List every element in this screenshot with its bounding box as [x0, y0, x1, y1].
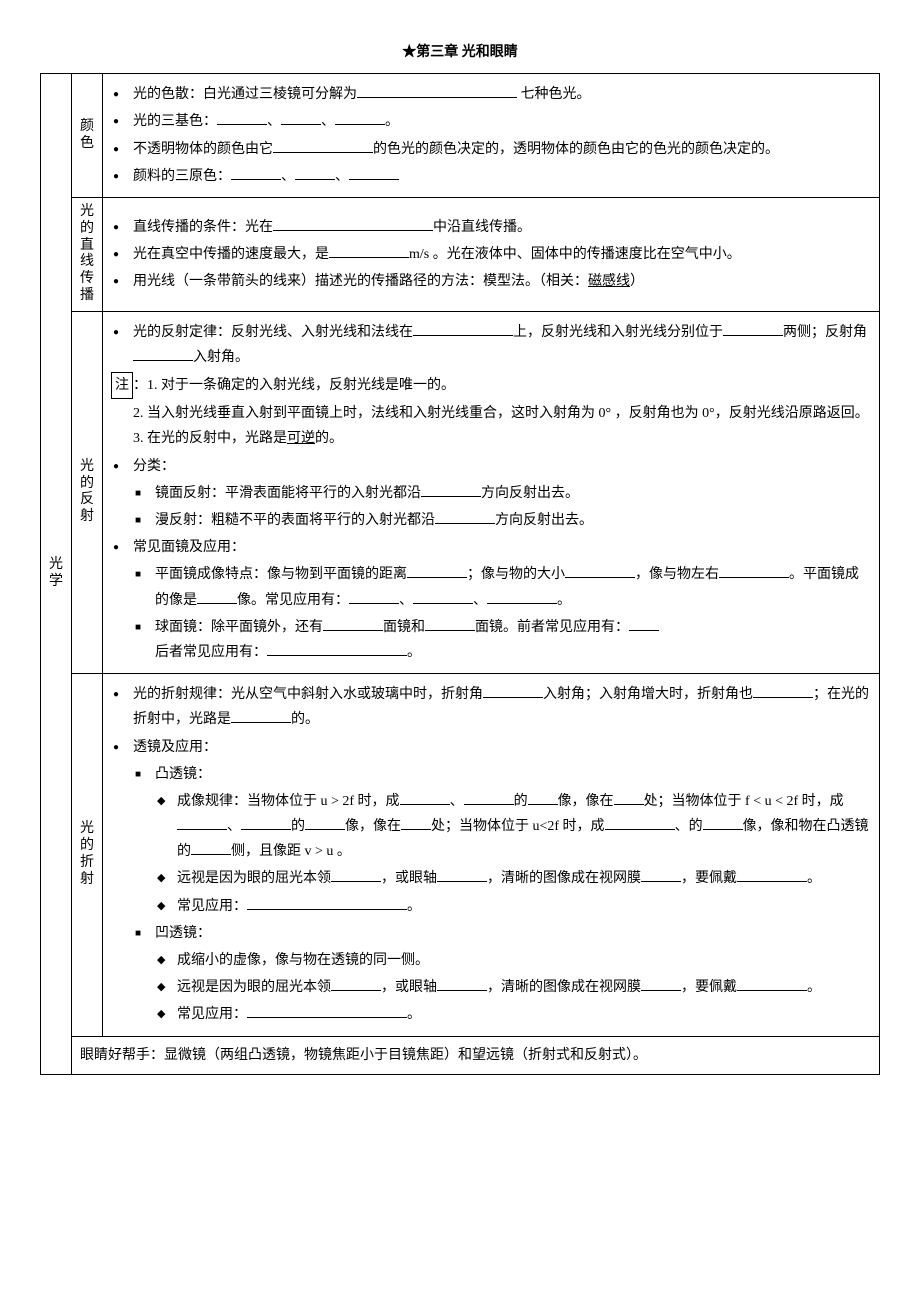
refract-convex-2: 远视是因为眼的屈光本领，或眼轴，清晰的图像成在视网膜，要佩戴。: [155, 866, 871, 891]
blank: [329, 257, 409, 258]
refract-concave-1: 成缩小的虚像，像与物在透镜的同一侧。: [155, 948, 871, 973]
refract-l2: 透镜及应用： 凸透镜： 成像规律：当物体位于 u > 2f 时，成、的像，像在处…: [111, 735, 871, 1028]
blank: [413, 335, 513, 336]
blank: [723, 335, 783, 336]
blank: [267, 655, 407, 656]
col-reflect: 光的反射: [72, 311, 103, 673]
blank: [217, 124, 267, 125]
blank: [331, 990, 381, 991]
blank: [437, 881, 487, 882]
blank: [753, 697, 813, 698]
blank: [247, 1017, 407, 1018]
blank: [641, 881, 681, 882]
content-color: 光的色散：白光通过三棱镜可分解为 七种色光。 光的三基色：、、。 不透明物体的颜…: [103, 74, 880, 198]
refract-concave-2: 远视是因为眼的屈光本领，或眼轴，清晰的图像成在视网膜，要佩戴。: [155, 975, 871, 1000]
blank: [703, 829, 743, 830]
col-line: 光的直线传播: [72, 197, 103, 311]
reflect-note: 注：1. 对于一条确定的入射光线，反射光线是唯一的。: [111, 372, 871, 399]
blank: [323, 630, 383, 631]
reflect-n3: 3. 在光的反射中，光路是可逆的。: [111, 426, 871, 451]
refract-concave-3: 常见应用：。: [155, 1002, 871, 1027]
blank: [464, 804, 514, 805]
blank: [241, 829, 291, 830]
blank: [305, 829, 345, 830]
blank: [335, 124, 385, 125]
col-refract: 光的折射: [72, 674, 103, 1036]
blank: [331, 881, 381, 882]
reflect-l3-2: 球面镜：除平面镜外，还有面镜和面镜。前者常见应用有： 后者常见应用有：。: [133, 615, 871, 665]
color-l4: 颜料的三原色：、、: [111, 164, 871, 189]
page: ★第三章 光和眼睛 光学 颜色 光的色散：白光通过三棱镜可分解为 七种色光。 光…: [40, 40, 880, 1075]
blank: [400, 804, 450, 805]
blank: [295, 179, 335, 180]
reflect-l3: 常见面镜及应用： 平面镜成像特点：像与物到平面镜的距离；像与物的大小，像与物左右…: [111, 535, 871, 665]
refract-convex-1: 成像规律：当物体位于 u > 2f 时，成、的像，像在处；当物体位于 f < u…: [155, 789, 871, 865]
blank: [133, 360, 193, 361]
note-box: 注: [111, 372, 133, 399]
blank: [719, 577, 789, 578]
reflect-l3-1: 平面镜成像特点：像与物到平面镜的距离；像与物的大小，像与物左右。平面镜成的像是像…: [133, 562, 871, 612]
blank: [401, 829, 431, 830]
blank: [407, 577, 467, 578]
blank: [737, 990, 807, 991]
blank: [435, 523, 495, 524]
reflect-l2: 分类： 镜面反射：平滑表面能将平行的入射光都沿方向反射出去。 漫反射：粗糙不平的…: [111, 454, 871, 534]
outline-table: 光学 颜色 光的色散：白光通过三棱镜可分解为 七种色光。 光的三基色：、、。 不…: [40, 73, 880, 1075]
blank: [437, 990, 487, 991]
blank: [231, 722, 291, 723]
row-line: 光的直线传播 直线传播的条件：光在中沿直线传播。 光在真空中传播的速度最大，是m…: [41, 197, 880, 311]
row-reflect: 光的反射 光的反射定律：反射光线、入射光线和法线在上，反射光线和入射光线分别位于…: [41, 311, 880, 673]
blank: [413, 603, 473, 604]
blank: [528, 804, 558, 805]
blank: [281, 124, 321, 125]
blank: [197, 603, 237, 604]
content-refract: 光的折射规律：光从空气中斜射入水或玻璃中时，折射角入射角；入射角增大时，折射角也…: [103, 674, 880, 1036]
color-l1: 光的色散：白光通过三棱镜可分解为 七种色光。: [111, 82, 871, 107]
blank: [349, 179, 399, 180]
blank: [191, 854, 231, 855]
blank: [605, 829, 675, 830]
blank: [273, 230, 433, 231]
blank: [641, 990, 681, 991]
refract-l1: 光的折射规律：光从空气中斜射入水或玻璃中时，折射角入射角；入射角增大时，折射角也…: [111, 682, 871, 732]
reflect-l2-2: 漫反射：粗糙不平的表面将平行的入射光都沿方向反射出去。: [133, 508, 871, 533]
color-l2: 光的三基色：、、。: [111, 109, 871, 134]
blank: [614, 804, 644, 805]
blank: [273, 152, 373, 153]
blank: [357, 97, 517, 98]
blank: [483, 697, 543, 698]
refract-convex-3: 常见应用：。: [155, 894, 871, 919]
content-line: 直线传播的条件：光在中沿直线传播。 光在真空中传播的速度最大，是m/s 。光在液…: [103, 197, 880, 311]
blank: [425, 630, 475, 631]
refract-convex: 凸透镜： 成像规律：当物体位于 u > 2f 时，成、的像，像在处；当物体位于 …: [133, 762, 871, 919]
blank: [231, 179, 281, 180]
blank: [487, 603, 557, 604]
reflect-l2-1: 镜面反射：平滑表面能将平行的入射光都沿方向反射出去。: [133, 481, 871, 506]
line-l2: 光在真空中传播的速度最大，是m/s 。光在液体中、固体中的传播速度比在空气中小。: [111, 242, 871, 267]
row-refract: 光的折射 光的折射规律：光从空气中斜射入水或玻璃中时，折射角入射角；入射角增大时…: [41, 674, 880, 1036]
reflect-l1: 光的反射定律：反射光线、入射光线和法线在上，反射光线和入射光线分别位于两侧；反射…: [111, 320, 871, 370]
reflect-n2: 2. 当入射光线垂直入射到平面镜上时，法线和入射光线重合，这时入射角为 0° ，…: [111, 401, 871, 426]
refract-concave: 凹透镜： 成缩小的虚像，像与物在透镜的同一侧。 远视是因为眼的屈光本领，或眼轴，…: [133, 921, 871, 1028]
blank: [349, 603, 399, 604]
line-l1: 直线传播的条件：光在中沿直线传播。: [111, 215, 871, 240]
row-helper: 眼睛好帮手：显微镜（两组凸透镜，物镜焦距小于目镜焦距）和望远镜（折射式和反射式）…: [41, 1036, 880, 1074]
content-helper: 眼睛好帮手：显微镜（两组凸透镜，物镜焦距小于目镜焦距）和望远镜（折射式和反射式）…: [72, 1036, 880, 1074]
row-color: 光学 颜色 光的色散：白光通过三棱镜可分解为 七种色光。 光的三基色：、、。 不…: [41, 74, 880, 198]
line-l3: 用光线（一条带箭头的线来）描述光的传播路径的方法：模型法。（相关：磁感线）: [111, 269, 871, 294]
blank: [737, 881, 807, 882]
content-reflect: 光的反射定律：反射光线、入射光线和法线在上，反射光线和入射光线分别位于两侧；反射…: [103, 311, 880, 673]
blank: [247, 909, 407, 910]
col-color: 颜色: [72, 74, 103, 198]
blank: [565, 577, 635, 578]
col-main: 光学: [41, 74, 72, 1075]
blank: [629, 630, 659, 631]
page-title: ★第三章 光和眼睛: [40, 40, 880, 65]
blank: [177, 829, 227, 830]
blank: [421, 496, 481, 497]
color-l3: 不透明物体的颜色由它的色光的颜色决定的，透明物体的颜色由它的色光的颜色决定的。: [111, 137, 871, 162]
